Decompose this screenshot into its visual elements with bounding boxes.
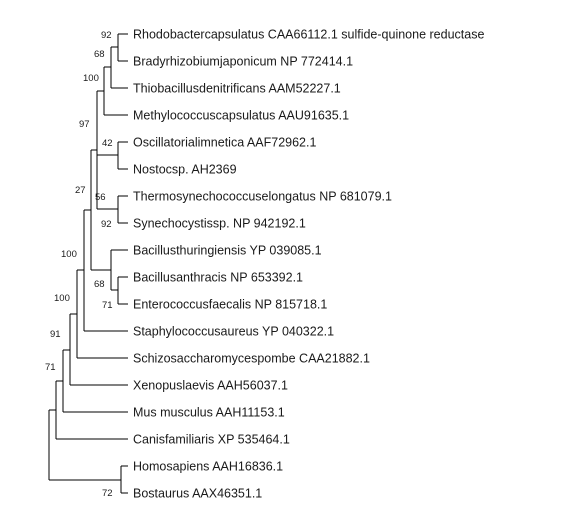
bootstrap-value: 56 (95, 192, 106, 203)
leaf-label: Rhodobactercapsulatus CAA66112.1 sulfide… (133, 28, 484, 42)
leaf-label: Oscillatorialimnetica AAF72962.1 (133, 136, 316, 150)
leaf-label: Methylococcuscapsulatus AAU91635.1 (133, 109, 349, 123)
leaf-label: Homosapiens AAH16836.1 (133, 460, 283, 474)
leaf-label: Bacillusanthracis NP 653392.1 (133, 271, 303, 285)
leaf-label: Canisfamiliaris XP 535464.1 (133, 433, 290, 447)
bootstrap-value: 71 (45, 362, 56, 373)
leaf-label: Xenopuslaevis AAH56037.1 (133, 379, 288, 393)
bootstrap-values: 92 68 100 97 42 56 92 27 68 71 100 100 9… (45, 30, 113, 499)
leaf-label: Bradyrhizobiumjaponicum NP 772414.1 (133, 55, 353, 69)
leaf-label: Thermosynechococcuselongatus NP 681079.1 (133, 190, 392, 204)
leaf-label: Enterococcusfaecalis NP 815718.1 (133, 298, 327, 312)
bootstrap-value: 92 (101, 30, 112, 41)
leaf-labels: Rhodobactercapsulatus CAA66112.1 sulfide… (133, 28, 484, 501)
leaf-label: Bostaurus AAX46351.1 (133, 487, 262, 501)
leaf-label: Nostocsp. AH2369 (133, 163, 237, 177)
bootstrap-value: 91 (50, 329, 61, 340)
bootstrap-value: 92 (101, 219, 112, 230)
bootstrap-value: 100 (83, 73, 99, 84)
leaf-label: Synechocystissp. NP 942192.1 (133, 217, 306, 231)
bootstrap-value: 72 (102, 488, 113, 499)
bootstrap-value: 97 (79, 119, 90, 130)
bootstrap-value: 27 (75, 185, 86, 196)
bootstrap-value: 100 (61, 249, 77, 260)
bootstrap-value: 71 (102, 300, 113, 311)
leaf-label: Mus musculus AAH11153.1 (133, 406, 285, 420)
leaf-label: Schizosaccharomycespombe CAA21882.1 (133, 352, 370, 366)
bootstrap-value: 100 (54, 293, 70, 304)
bootstrap-value: 42 (102, 138, 113, 149)
bootstrap-value: 68 (94, 279, 105, 290)
tree-branches (48, 33, 128, 494)
leaf-label: Thiobacillusdenitrificans AAM52227.1 (133, 82, 341, 96)
leaf-label: Staphylococcusaureus YP 040322.1 (133, 325, 334, 339)
bootstrap-value: 68 (94, 49, 105, 60)
leaf-label: Bacillusthuringiensis YP 039085.1 (133, 244, 322, 258)
